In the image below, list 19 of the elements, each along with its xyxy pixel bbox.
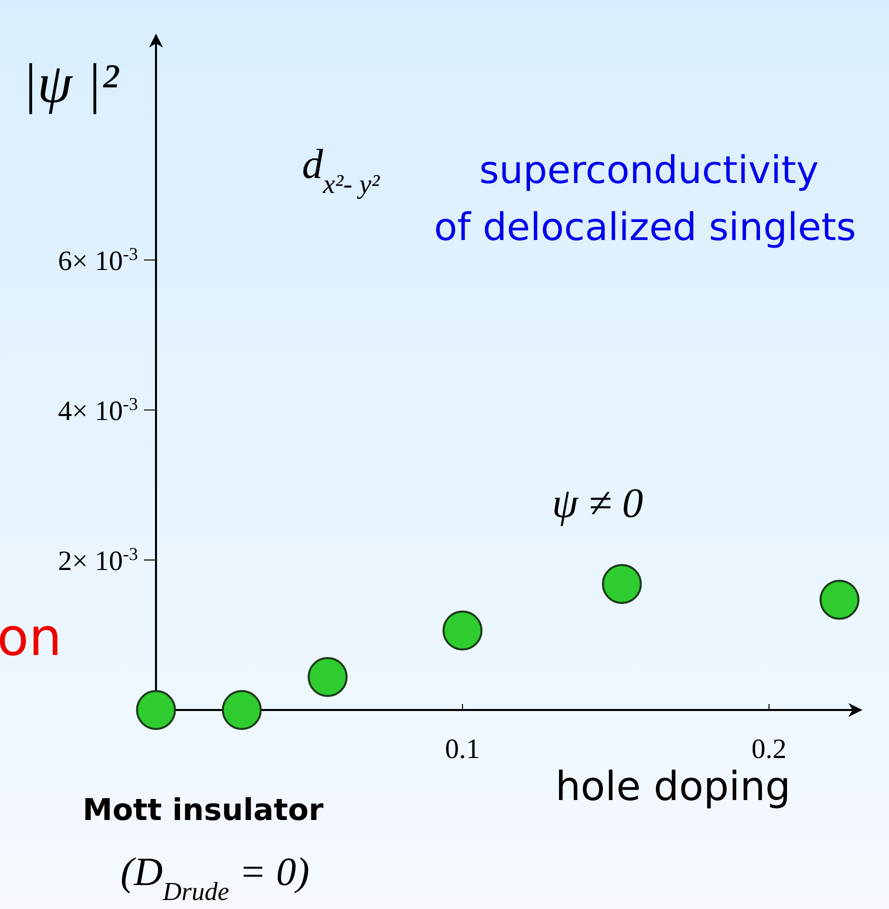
annotation: of delocalized singlets — [434, 205, 856, 249]
y-axis-title: |ψ |² — [22, 53, 120, 115]
annotation: superconductivity — [479, 148, 819, 192]
point — [820, 580, 860, 620]
annotation: ψ ≠ 0 — [552, 481, 644, 527]
point — [442, 610, 482, 650]
x-tick-label: 0.1 — [445, 734, 480, 765]
x-tick-label: 0.2 — [752, 734, 786, 765]
annotation: d$_{x²- y²}$ — [302, 142, 380, 199]
y-tick-label: 6× 10$^{-3}$ — [58, 244, 138, 277]
x-axis-title: hole doping — [555, 764, 791, 810]
y-tick-label: 4× 10$^{-3}$ — [58, 394, 138, 427]
text: (D$_{Drude}$ = 0) — [120, 849, 310, 906]
text: Mott insulator — [82, 793, 324, 828]
point — [602, 564, 642, 604]
point — [222, 690, 262, 730]
y-tick-label: 2× 10$^{-3}$ — [58, 544, 138, 577]
point — [136, 690, 176, 730]
point — [308, 657, 348, 697]
